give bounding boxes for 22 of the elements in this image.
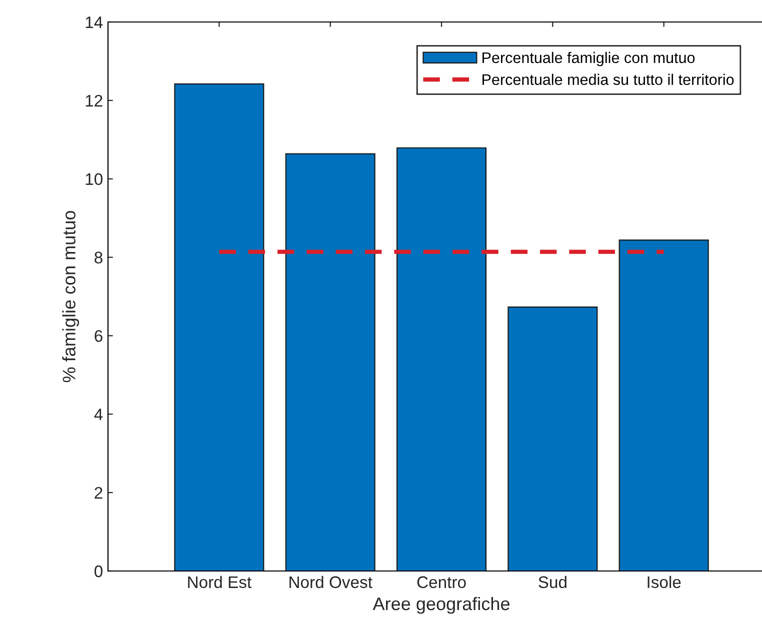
bar — [618, 239, 709, 571]
bar — [396, 147, 487, 571]
bar — [285, 153, 376, 571]
y-tick-label: 8 — [94, 252, 102, 264]
bar — [174, 83, 264, 571]
y-tick-label: 6 — [94, 330, 102, 342]
legend-label: Percentuale famiglie con mutuo — [482, 52, 695, 66]
bar — [508, 306, 598, 571]
x-tick-label: Nord Est — [188, 576, 252, 588]
x-tick-label: Nord Ovest — [290, 576, 372, 588]
y-tick-label: 0 — [94, 565, 102, 578]
y-tick-label: 4 — [94, 408, 103, 420]
y-axis-title: % famiglie con mutuo — [62, 210, 80, 382]
y-tick-label: 2 — [94, 486, 102, 499]
x-tick-label: Sud — [538, 576, 566, 588]
x-axis-title: Aree geografiche — [372, 596, 510, 614]
y-tick-label: 14 — [86, 16, 103, 28]
x-tick-label: Isole — [648, 576, 681, 588]
y-tick-label: 10 — [86, 173, 102, 186]
legend-label: Percentuale media su tutto il territorio — [482, 74, 734, 86]
x-tick-label: Centro — [417, 576, 466, 588]
y-tick-label: 12 — [86, 94, 102, 106]
